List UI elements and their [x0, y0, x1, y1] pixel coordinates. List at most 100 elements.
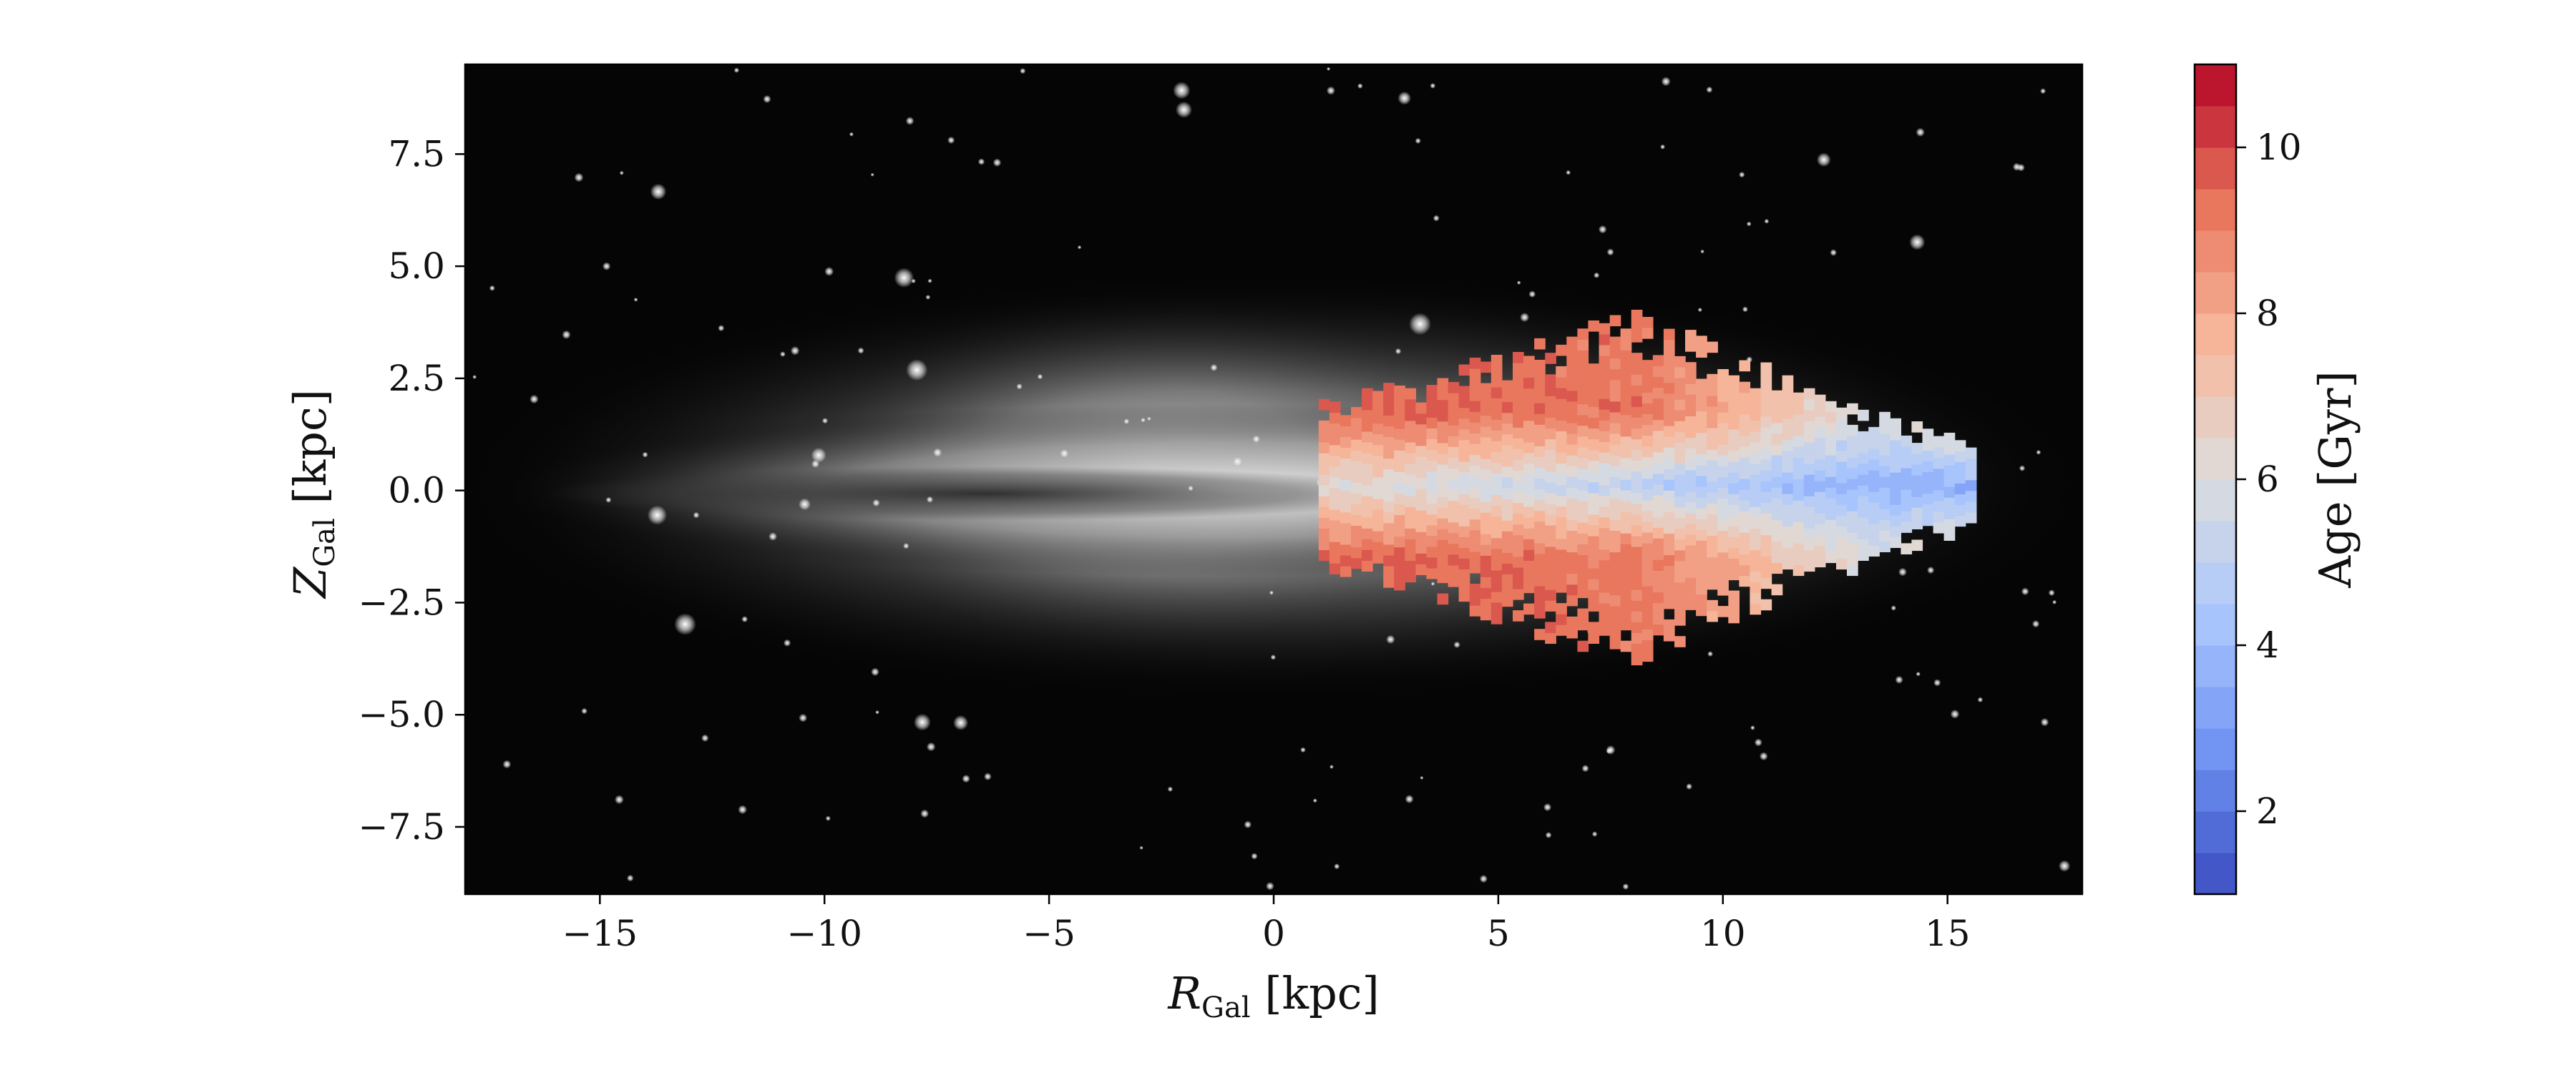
- age-cell: [1329, 455, 1341, 467]
- field-star: [1591, 831, 1598, 837]
- field-star: [581, 707, 587, 715]
- age-cell: [1663, 501, 1675, 512]
- field-star: [1598, 225, 1607, 234]
- age-cell: [1534, 629, 1546, 640]
- age-cell: [1523, 441, 1535, 454]
- age-cell: [1663, 597, 1675, 609]
- age-cell: [1545, 396, 1556, 407]
- age-cell: [1739, 435, 1751, 447]
- age-cell: [1501, 444, 1513, 456]
- field-star: [811, 447, 826, 463]
- age-cell: [1577, 414, 1589, 426]
- age-cell: [1458, 515, 1470, 526]
- age-cell: [1803, 398, 1815, 411]
- colorbar-band: [2195, 313, 2236, 356]
- age-cell: [1739, 511, 1751, 522]
- field-star: [650, 183, 667, 200]
- age-cell: [1641, 499, 1654, 511]
- field-star: [925, 295, 931, 300]
- age-cell: [1922, 439, 1934, 451]
- age-cell: [1750, 431, 1762, 443]
- field-star: [824, 267, 834, 276]
- x-tick-label: −15: [562, 913, 638, 954]
- field-star: [920, 809, 930, 818]
- age-cell: [1739, 564, 1751, 577]
- age-cell: [1847, 489, 1858, 501]
- field-star: [1697, 308, 1702, 313]
- field-star: [1327, 67, 1331, 71]
- age-cell: [1890, 515, 1901, 526]
- field-star: [1706, 86, 1713, 93]
- field-star: [1251, 853, 1258, 860]
- age-cell: [1739, 446, 1751, 458]
- age-cell: [1599, 516, 1611, 529]
- age-cell: [1631, 568, 1643, 579]
- age-cell: [1674, 614, 1686, 626]
- age-cell: [1868, 470, 1880, 481]
- age-cell: [1631, 632, 1643, 644]
- age-cell: [1782, 375, 1794, 387]
- age-cell: [1556, 409, 1567, 421]
- age-cell: [1588, 525, 1600, 536]
- age-cell: [1491, 387, 1503, 398]
- field-star: [1433, 215, 1440, 222]
- age-cell: [1728, 418, 1740, 430]
- age-cell: [1534, 424, 1546, 436]
- age-cell: [1556, 388, 1567, 399]
- age-cell: [1372, 509, 1384, 521]
- age-cell: [1620, 414, 1632, 426]
- age-cell: [1545, 438, 1556, 451]
- age-map: [1318, 310, 1977, 666]
- field-star: [962, 774, 970, 783]
- field-star: [1405, 795, 1414, 804]
- field-star: [1141, 418, 1146, 423]
- colorbar-band: [2195, 396, 2236, 438]
- colorbar-tick-label: 10: [2256, 127, 2302, 168]
- age-cell: [1685, 426, 1697, 438]
- age-cell: [1480, 447, 1492, 459]
- age-cell: [1868, 426, 1880, 438]
- age-cell: [1577, 403, 1589, 416]
- age-cell: [1922, 504, 1934, 516]
- age-cell: [1405, 539, 1416, 550]
- age-cell: [1556, 624, 1567, 636]
- age-cell: [1599, 495, 1611, 507]
- field-star: [615, 795, 624, 805]
- age-cell: [1480, 393, 1492, 406]
- age-cell: [1556, 538, 1567, 550]
- field-star: [1357, 83, 1363, 89]
- age-cell: [1847, 543, 1858, 554]
- age-cell: [1588, 536, 1600, 547]
- age-cell: [1383, 458, 1395, 470]
- age-cell: [1685, 491, 1697, 503]
- age-cell: [1513, 524, 1524, 536]
- age-cell: [1674, 604, 1686, 615]
- age-cell: [1577, 522, 1589, 534]
- age-cell: [1491, 602, 1503, 614]
- field-star: [872, 499, 880, 507]
- age-cell: [1717, 476, 1729, 489]
- age-cell: [1620, 361, 1632, 373]
- colorbar-band: [2195, 189, 2236, 231]
- colorbar-band: [2195, 728, 2236, 770]
- age-cell: [1405, 464, 1416, 475]
- age-cell: [1879, 530, 1890, 542]
- age-cell: [1890, 504, 1901, 516]
- age-cell: [1739, 521, 1751, 533]
- age-cell: [1566, 466, 1578, 477]
- age-cell: [1652, 559, 1664, 571]
- age-cell: [1469, 584, 1481, 595]
- age-cell: [1501, 391, 1513, 403]
- age-cell: [1599, 431, 1611, 442]
- age-cell: [1501, 499, 1513, 510]
- age-cell: [1534, 413, 1546, 425]
- age-cell: [1426, 460, 1438, 472]
- field-star: [1890, 605, 1896, 611]
- age-cell: [1458, 450, 1470, 462]
- age-cell: [1448, 489, 1460, 501]
- age-cell: [1663, 393, 1675, 405]
- age-cell: [1652, 527, 1664, 539]
- age-cell: [1513, 395, 1524, 406]
- age-cell: [1513, 459, 1524, 471]
- field-star: [977, 158, 985, 165]
